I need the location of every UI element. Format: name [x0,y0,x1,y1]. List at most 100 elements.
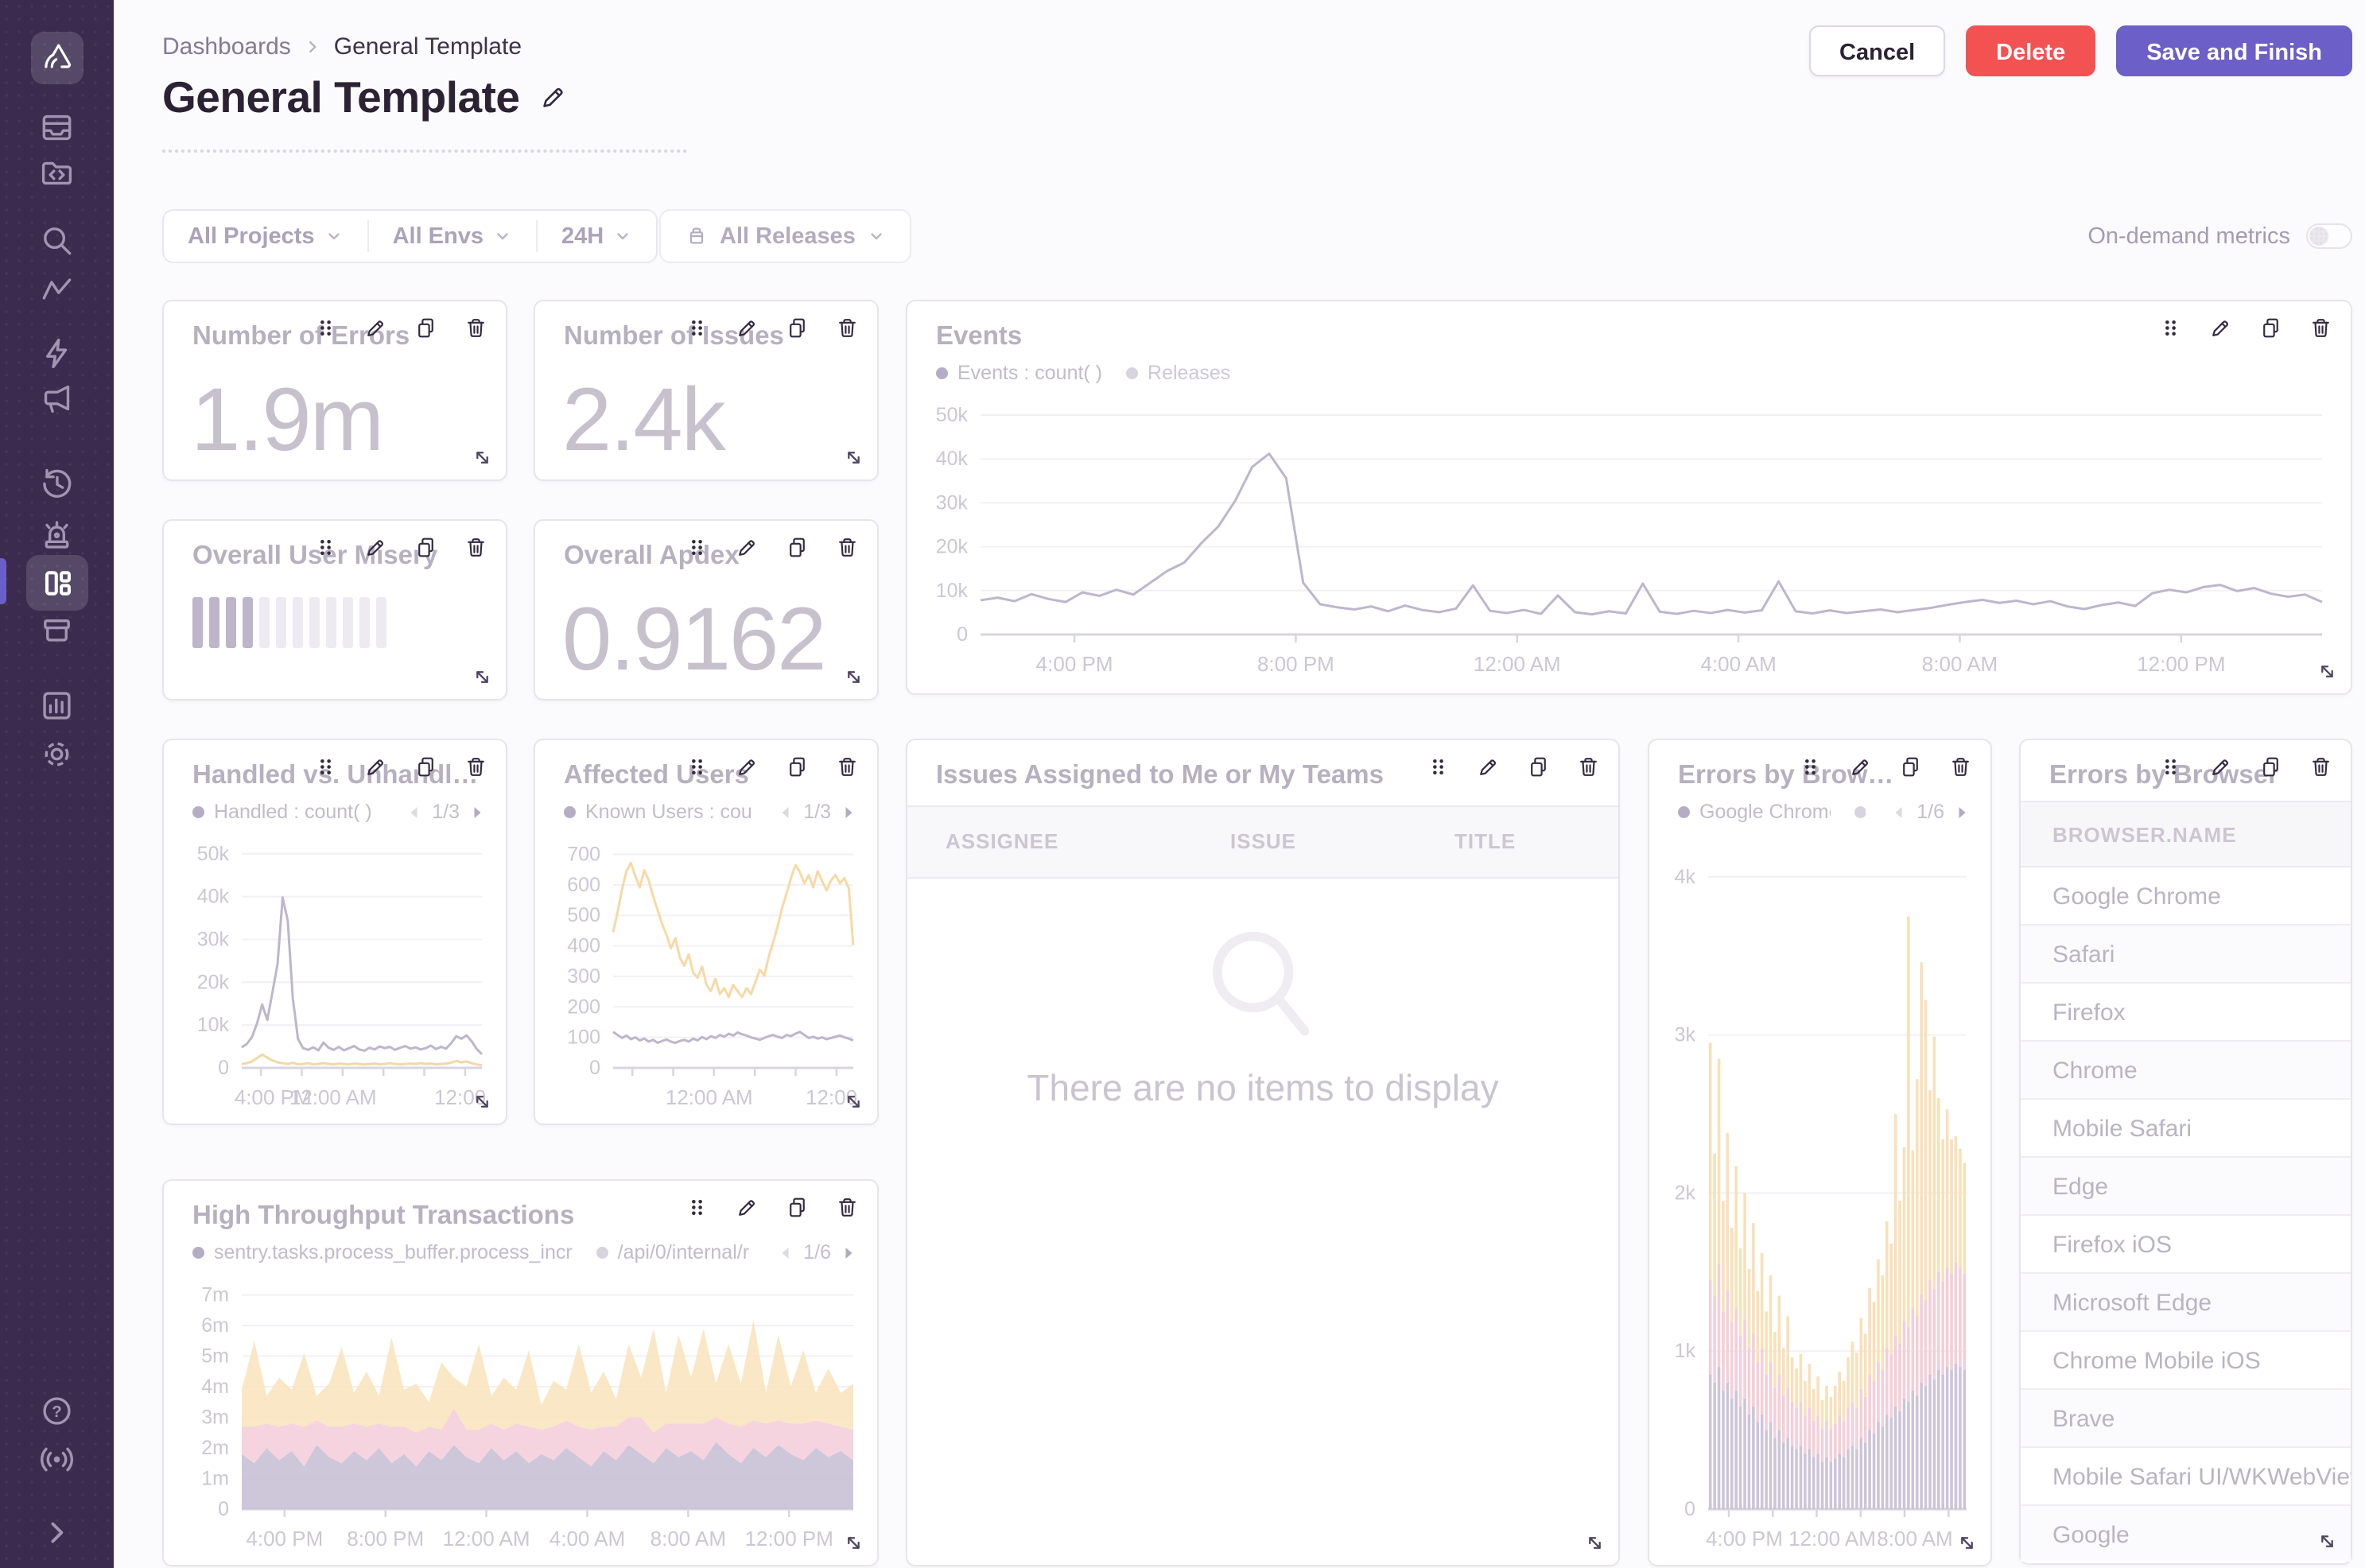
delete-button[interactable]: Delete [1966,25,2096,76]
resize-handle-icon[interactable] [2315,1529,2340,1554]
drag-handle-icon[interactable] [685,316,709,340]
line-chart-icon[interactable] [38,271,76,309]
page-next-icon[interactable] [839,803,858,822]
duplicate-widget-icon[interactable] [1898,755,1923,779]
duplicate-widget-icon[interactable] [1526,755,1551,779]
edit-widget-icon[interactable] [735,535,759,560]
on-demand-toggle[interactable] [2306,223,2352,249]
resize-handle-icon[interactable] [1955,1531,1979,1555]
drag-handle-icon[interactable] [313,535,338,560]
edit-widget-icon[interactable] [2208,755,2233,779]
legend-dot [192,806,204,818]
drag-handle-icon[interactable] [2158,755,2183,779]
page-prev-icon[interactable] [1889,803,1909,822]
drag-handle-icon[interactable] [1798,755,1823,779]
duplicate-widget-icon[interactable] [785,535,810,560]
save-and-finish-button[interactable]: Save and Finish [2116,25,2352,76]
projects-filter[interactable]: All Projects [164,220,367,252]
svg-text:300: 300 [567,965,600,988]
svg-text:40k: 40k [197,886,230,908]
page-next-icon[interactable] [1952,803,1971,822]
legend-label: sentry.tasks.process_buffer.process_incr [214,1241,573,1263]
duplicate-widget-icon[interactable] [785,1195,810,1220]
gear-icon[interactable] [38,735,76,773]
page-prev-icon[interactable] [776,1244,795,1263]
dashboards-icon[interactable] [38,565,76,602]
duplicate-widget-icon[interactable] [414,535,438,560]
widget-overall-user-misery: Overall User Misery [162,519,507,701]
resize-handle-icon[interactable] [470,665,495,689]
environments-filter[interactable]: All Envs [367,220,536,252]
resize-handle-icon[interactable] [2315,659,2340,684]
sentry-logo[interactable] [31,32,83,84]
delete-widget-icon[interactable] [464,755,488,779]
duplicate-widget-icon[interactable] [2258,316,2283,340]
delete-widget-icon[interactable] [835,316,860,340]
drag-handle-icon[interactable] [685,755,709,779]
expand-sidebar-icon[interactable] [38,1514,76,1551]
resize-handle-icon[interactable] [841,1089,866,1114]
duplicate-widget-icon[interactable] [785,755,810,779]
lightning-icon[interactable] [38,335,76,372]
delete-widget-icon[interactable] [464,535,488,560]
siren-icon[interactable] [38,516,76,553]
resize-handle-icon[interactable] [470,445,495,470]
delete-widget-icon[interactable] [1948,755,1973,779]
page-prev-icon[interactable] [776,803,795,822]
delete-widget-icon[interactable] [1576,755,1601,779]
svg-text:0: 0 [218,1498,229,1520]
resize-handle-icon[interactable] [1582,1531,1607,1555]
edit-title-icon[interactable] [538,82,569,112]
duplicate-widget-icon[interactable] [414,755,438,779]
drag-handle-icon[interactable] [2158,316,2183,340]
duplicate-widget-icon[interactable] [2258,755,2283,779]
edit-widget-icon[interactable] [363,535,388,560]
resize-handle-icon[interactable] [841,665,866,689]
resize-handle-icon[interactable] [841,1531,866,1555]
delete-widget-icon[interactable] [835,755,860,779]
delete-widget-icon[interactable] [2309,316,2333,340]
edit-widget-icon[interactable] [2208,316,2233,340]
delete-widget-icon[interactable] [2309,755,2333,779]
breadcrumb-dashboards-link[interactable]: Dashboards [162,33,291,60]
edit-widget-icon[interactable] [363,316,388,340]
duplicate-widget-icon[interactable] [414,316,438,340]
browser-table-rows: Google Chrome Safari Firefox Chrome Mobile S… [2021,867,2351,1562]
help-icon[interactable]: ? [38,1392,76,1430]
megaphone-icon[interactable] [38,379,76,417]
delete-widget-icon[interactable] [835,535,860,560]
edit-widget-icon[interactable] [1476,755,1501,779]
page-next-icon[interactable] [839,1244,858,1263]
resize-handle-icon[interactable] [470,1089,495,1114]
duplicate-widget-icon[interactable] [785,316,810,340]
drag-handle-icon[interactable] [313,316,338,340]
delete-widget-icon[interactable] [835,1195,860,1220]
edit-widget-icon[interactable] [1848,755,1873,779]
clock-rewind-icon[interactable] [38,465,76,503]
releases-filter[interactable]: All Releases [659,209,911,263]
page-next-icon[interactable] [468,803,487,822]
search-icon[interactable] [38,222,76,259]
inbox-icon[interactable] [38,109,76,146]
delete-widget-icon[interactable] [464,316,488,340]
drag-handle-icon[interactable] [685,535,709,560]
broadcast-icon[interactable] [38,1441,76,1478]
drag-handle-icon[interactable] [685,1195,709,1220]
folder-code-icon[interactable] [38,153,76,191]
edit-widget-icon[interactable] [735,316,759,340]
edit-widget-icon[interactable] [735,755,759,779]
drag-handle-icon[interactable] [313,755,338,779]
time-period-filter[interactable]: 24H [536,220,656,252]
drag-handle-icon[interactable] [1426,755,1450,779]
edit-widget-icon[interactable] [363,755,388,779]
bar-stats-icon[interactable] [38,687,76,724]
page-prev-icon[interactable] [405,803,424,822]
edit-widget-icon[interactable] [735,1195,759,1220]
archive-box-icon[interactable] [38,611,76,649]
svg-text:8:00 AM: 8:00 AM [650,1527,726,1551]
cancel-button[interactable]: Cancel [1809,25,1946,76]
resize-handle-icon[interactable] [841,445,866,470]
legend-dot [192,1247,204,1259]
svg-text:500: 500 [567,904,600,926]
